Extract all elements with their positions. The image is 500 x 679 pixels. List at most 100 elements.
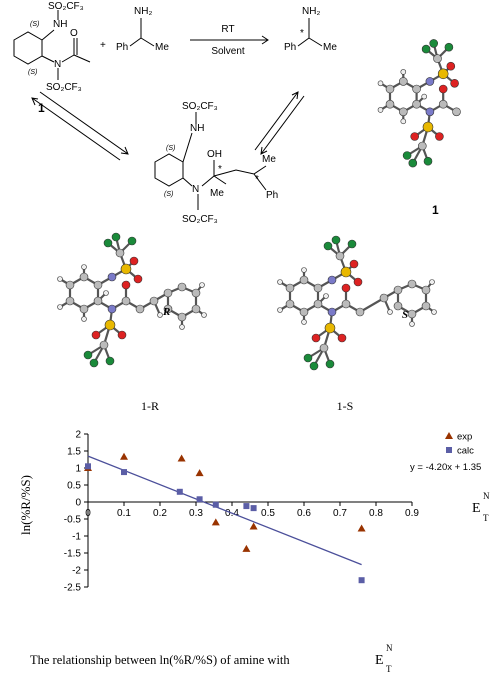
- atom: [437, 68, 449, 80]
- atom: [191, 288, 201, 298]
- trendline-equation: y = -4.20x + 1.35: [410, 462, 481, 473]
- arrow: [254, 91, 305, 155]
- atom: [400, 118, 407, 125]
- square-marker: [85, 463, 91, 470]
- atom: [435, 132, 444, 141]
- atom: [327, 275, 337, 285]
- atom: [412, 84, 421, 94]
- x-axis-title-sup: N: [483, 491, 490, 501]
- atom: [127, 236, 137, 246]
- chart: ln(%R/%S) E T N The relationship between…: [18, 430, 490, 675]
- square-marker: [121, 469, 127, 476]
- atom: [79, 304, 89, 314]
- atom: [93, 280, 103, 290]
- atom: O: [70, 28, 78, 39]
- caption-sub: T: [386, 664, 392, 674]
- atom: [319, 343, 329, 353]
- atom: [377, 80, 384, 87]
- x-tick-label: 0.6: [297, 508, 311, 519]
- caption-sup: N: [386, 643, 393, 653]
- ring: [154, 153, 184, 187]
- atom: [285, 299, 295, 309]
- y-tick-label: 1.5: [67, 447, 81, 458]
- atom: [429, 279, 435, 285]
- atom: [57, 276, 63, 282]
- atom: [353, 277, 363, 287]
- atom: [325, 359, 335, 369]
- y-tick-label: 1: [75, 464, 81, 475]
- atom: [408, 158, 418, 168]
- structure-caption: 1-S: [337, 399, 354, 413]
- stereo: *: [255, 174, 259, 185]
- atom: [327, 307, 337, 317]
- x-tick-label: 0: [85, 508, 91, 519]
- x-tick-label: 0.2: [153, 508, 167, 519]
- y-tick-label: 0.5: [67, 481, 81, 492]
- structure-caption: 1-R: [141, 399, 159, 413]
- atom: [107, 304, 117, 314]
- atom: [79, 272, 89, 282]
- arrow: [31, 91, 129, 161]
- atom: [407, 279, 417, 289]
- atom: [412, 99, 421, 109]
- atom: [340, 266, 352, 278]
- atom: [301, 319, 307, 325]
- ring: [13, 31, 43, 65]
- atom: [103, 290, 109, 296]
- atom: [393, 285, 403, 295]
- atom: [409, 321, 415, 327]
- triangle-marker: [445, 432, 453, 439]
- atom: [133, 274, 143, 284]
- atom: [425, 77, 435, 86]
- atom: [379, 293, 389, 303]
- arrow: [190, 35, 269, 45]
- square-marker: [358, 577, 365, 584]
- atom: [103, 238, 113, 248]
- atom: [309, 361, 319, 371]
- atom: OH: [207, 149, 222, 160]
- atom: [65, 296, 75, 306]
- atom: [355, 307, 365, 317]
- atom: [324, 322, 336, 334]
- bond-stick: [359, 297, 385, 313]
- atom: [421, 285, 431, 295]
- atom: [311, 333, 321, 343]
- atom: [157, 312, 163, 318]
- group: SO₂CF₃: [48, 1, 84, 12]
- condition: RT: [221, 24, 234, 35]
- atom: [99, 340, 109, 350]
- atom: [429, 39, 439, 48]
- atom: N: [192, 184, 199, 195]
- plus: +: [100, 40, 106, 51]
- trendline: [87, 455, 362, 566]
- stereo: *: [300, 28, 304, 39]
- atom: [57, 304, 63, 310]
- atom: [387, 309, 393, 315]
- atom: [301, 267, 307, 273]
- stereo: *: [218, 164, 222, 175]
- atom: [303, 353, 313, 363]
- compound-label: 1: [38, 101, 45, 115]
- triangle-marker: [242, 544, 251, 552]
- atom: Me: [323, 42, 337, 53]
- stereo: (S): [30, 21, 39, 28]
- atom: [121, 280, 131, 290]
- x-tick-label: 0.3: [189, 508, 203, 519]
- atom: [81, 316, 87, 322]
- x-tick-label: 0.8: [369, 508, 383, 519]
- atom: [349, 259, 359, 269]
- atom: [422, 121, 434, 133]
- atom: [277, 279, 283, 285]
- triangle-marker: [249, 522, 258, 530]
- atom: [107, 272, 117, 282]
- atom: [450, 79, 459, 88]
- compound-label: 1: [432, 203, 439, 217]
- atom: [425, 107, 435, 117]
- atom: [410, 132, 420, 141]
- x-axis-title-sub: T: [483, 513, 489, 523]
- atom: [385, 99, 395, 109]
- square-marker: [243, 503, 250, 510]
- atom: Ph: [266, 190, 278, 201]
- atom: [400, 69, 407, 75]
- triangle-marker: [177, 454, 186, 462]
